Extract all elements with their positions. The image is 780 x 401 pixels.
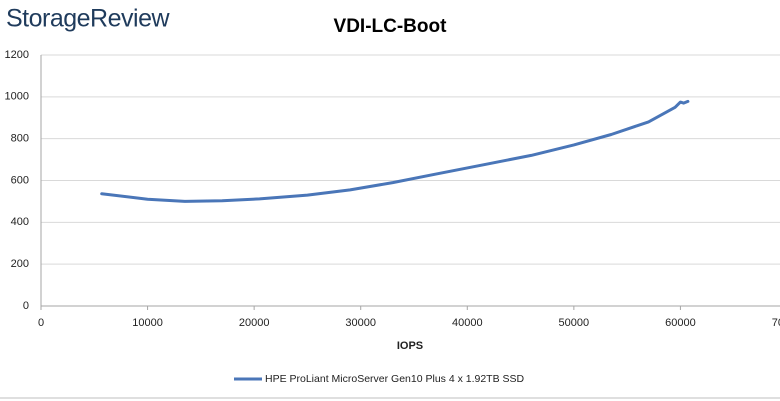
x-axis-label: IOPS	[397, 340, 423, 352]
x-tick-label: 50000	[559, 317, 590, 329]
x-tick-label: 10000	[132, 317, 163, 329]
y-tick-label: 800	[11, 133, 29, 145]
y-tick-label: 1000	[5, 91, 29, 103]
legend-label: HPE ProLiant MicroServer Gen10 Plus 4 x …	[265, 373, 525, 385]
logo: StorageReview	[6, 5, 170, 33]
y-tick-label: 600	[11, 174, 29, 186]
x-tick-label: 20000	[239, 317, 270, 329]
y-tick-label: 0	[23, 300, 29, 312]
y-tick-label: 1200	[5, 49, 29, 61]
y-tick-label: 400	[11, 216, 29, 228]
x-tick-label: 60000	[665, 317, 696, 329]
x-tick-label: 0	[38, 317, 44, 329]
chart-title: VDI-LC-Boot	[334, 16, 448, 37]
x-tick-label: 30000	[345, 317, 376, 329]
x-tick-label: 40000	[452, 317, 483, 329]
y-tick-label: 200	[11, 258, 29, 270]
x-tick-label: 70000	[772, 317, 780, 329]
line-series	[100, 99, 690, 203]
